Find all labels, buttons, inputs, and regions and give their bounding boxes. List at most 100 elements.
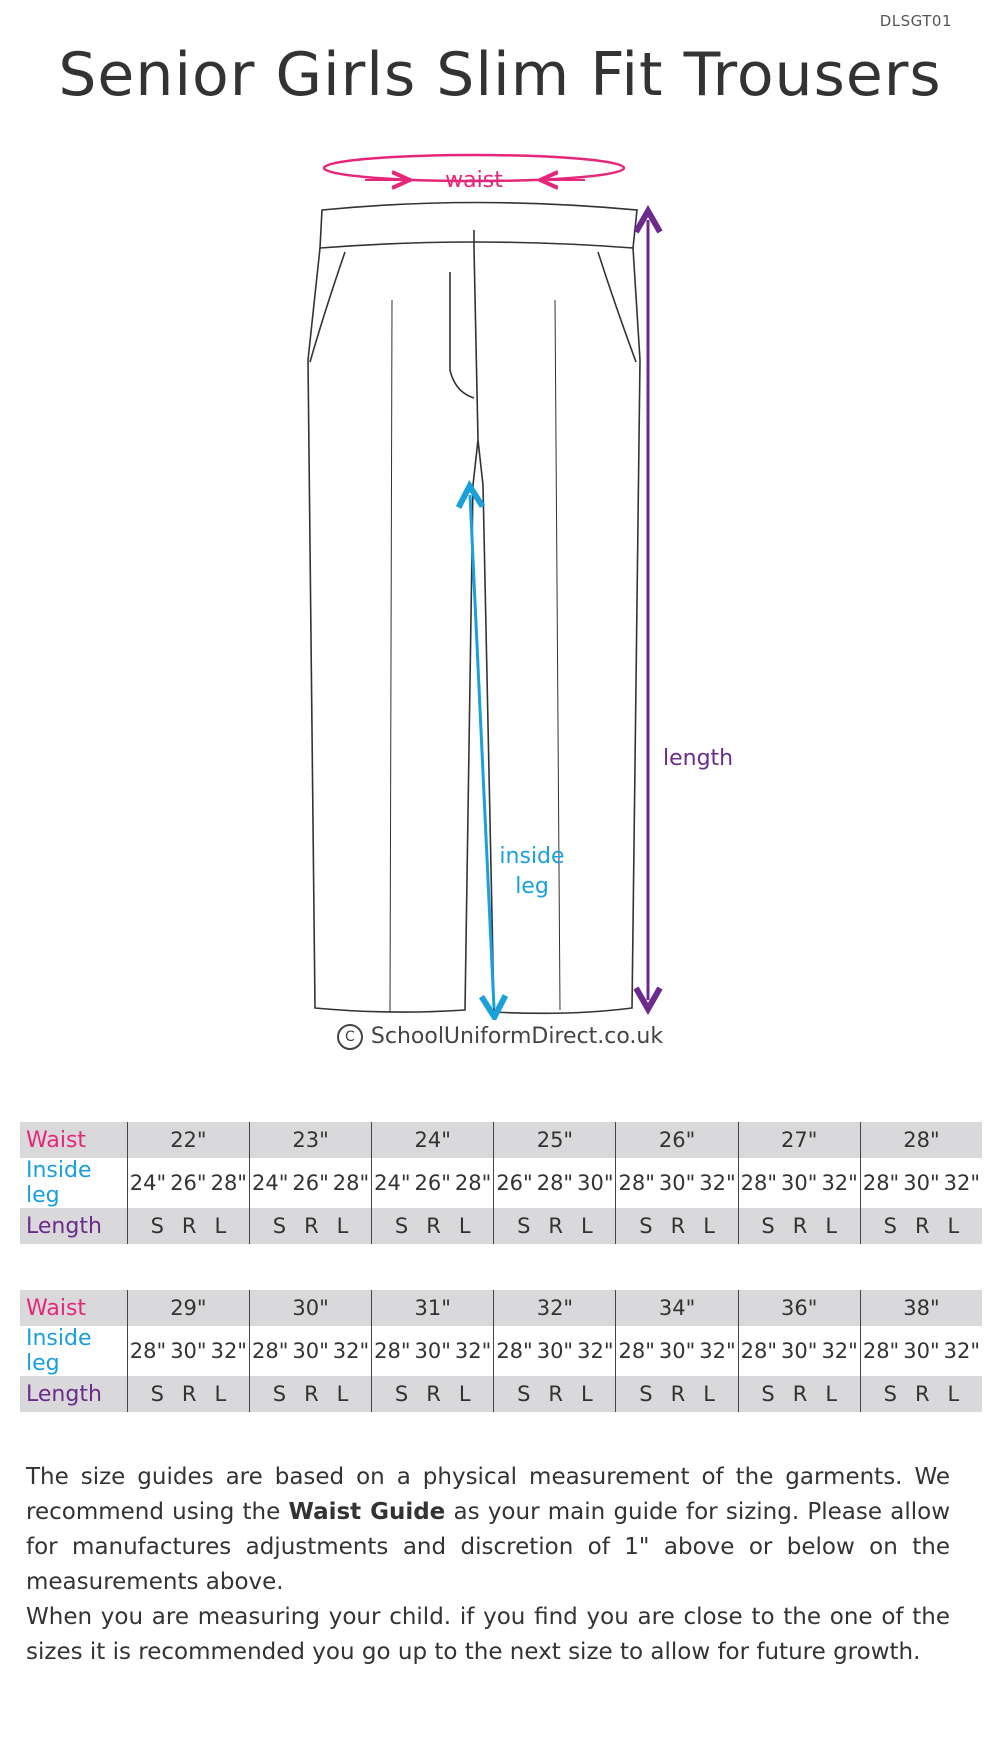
inside-leg-value: 32" bbox=[821, 1339, 858, 1363]
length-value: S bbox=[394, 1214, 409, 1238]
inside-leg-row: Inside leg 24" 26" 28" 24" 26" 28" 24" 26" 28" 26"… bbox=[20, 1158, 982, 1208]
inside-leg-value: 28" bbox=[454, 1171, 492, 1195]
inside-leg-value: 24" bbox=[129, 1171, 167, 1195]
length-value: L bbox=[825, 1382, 838, 1406]
length-value: R bbox=[670, 1214, 686, 1238]
inside-leg-value: 28" bbox=[129, 1339, 167, 1363]
waist-row: Waist 22" 23" 24" 25" 26" 27" 28" bbox=[20, 1122, 982, 1158]
waist-size-cell: 22" bbox=[126, 1122, 250, 1158]
inside-leg-value: 32" bbox=[699, 1339, 736, 1363]
length-value: S bbox=[272, 1214, 287, 1238]
length-value: L bbox=[947, 1382, 960, 1406]
inside-leg-value: 26" bbox=[170, 1171, 207, 1195]
inside-leg-value: 30" bbox=[781, 1171, 818, 1195]
inside-leg-cell: 26" 28" 30" bbox=[493, 1158, 616, 1208]
note-text-1: The size guides are based on a physical … bbox=[26, 1464, 950, 1525]
length-value: L bbox=[703, 1214, 715, 1238]
inside-leg-cell: 24" 26" 28" bbox=[248, 1158, 372, 1208]
waist-row-label: Waist bbox=[20, 1122, 128, 1158]
inside-leg-value: 32" bbox=[332, 1339, 370, 1363]
length-value: S bbox=[150, 1214, 164, 1238]
inside-leg-value: 30" bbox=[781, 1339, 818, 1363]
length-value: L bbox=[214, 1382, 227, 1406]
length-value: S bbox=[761, 1214, 775, 1238]
inside-leg-cell: 28" 30" 32" bbox=[615, 1158, 739, 1208]
inside-leg-value: 26" bbox=[414, 1171, 451, 1195]
inside-leg-value: 26" bbox=[292, 1171, 329, 1195]
inside-leg-value: 28" bbox=[251, 1339, 289, 1363]
inside-leg-value: 28" bbox=[740, 1339, 778, 1363]
length-value: R bbox=[914, 1382, 930, 1406]
waist-size-cell: 25" bbox=[493, 1122, 616, 1158]
length-label: length bbox=[663, 746, 733, 771]
inside-leg-cell: 28" 30" 32" bbox=[737, 1158, 861, 1208]
length-value: S bbox=[272, 1382, 287, 1406]
copyright-text: SchoolUniformDirect.co.uk bbox=[370, 1024, 664, 1049]
inside-leg-value: 30" bbox=[658, 1339, 696, 1363]
length-value: R bbox=[548, 1382, 564, 1406]
inside-leg-value: 32" bbox=[454, 1339, 492, 1363]
inside-leg-value: 30" bbox=[170, 1339, 207, 1363]
length-value: R bbox=[304, 1382, 319, 1406]
inside-leg-value: 26" bbox=[496, 1171, 533, 1195]
length-value: L bbox=[458, 1214, 471, 1238]
inside-leg-value: 24" bbox=[374, 1171, 411, 1195]
length-value: R bbox=[792, 1214, 808, 1238]
inside-leg-value: 32" bbox=[210, 1339, 247, 1363]
length-value: S bbox=[150, 1382, 164, 1406]
inside-leg-value: 28" bbox=[618, 1339, 655, 1363]
note-text-3: When you are measuring your child. if yo… bbox=[26, 1604, 950, 1665]
size-table-2: Waist 29" 30" 31" 32" 34" 36" 38" Inside leg 28" 3… bbox=[20, 1290, 982, 1412]
length-value: S bbox=[883, 1214, 897, 1238]
length-value: R bbox=[792, 1382, 808, 1406]
inside-leg-value: 32" bbox=[943, 1171, 980, 1195]
inside-leg-value: 32" bbox=[577, 1339, 614, 1363]
inside-leg-value: 28" bbox=[862, 1339, 900, 1363]
inside-leg-cell: 28" 30" 32" bbox=[737, 1326, 861, 1376]
inside-leg-cell: 28" 30" 32" bbox=[371, 1326, 494, 1376]
inside-leg-value: 32" bbox=[943, 1339, 980, 1363]
length-value: S bbox=[883, 1382, 897, 1406]
waist-label: waist bbox=[445, 168, 503, 193]
length-value: L bbox=[214, 1214, 227, 1238]
length-value: R bbox=[181, 1382, 197, 1406]
length-value: L bbox=[947, 1214, 960, 1238]
waist-row-label: Waist bbox=[20, 1290, 128, 1326]
waist-guide-emphasis: Waist Guide bbox=[288, 1499, 446, 1525]
waist-row: Waist 29" 30" 31" 32" 34" 36" 38" bbox=[20, 1290, 982, 1326]
size-table-1: Waist 22" 23" 24" 25" 26" 27" 28" Inside leg 24" 2… bbox=[20, 1122, 982, 1244]
length-value: S bbox=[517, 1214, 531, 1238]
length-value: R bbox=[181, 1214, 197, 1238]
length-value: L bbox=[458, 1382, 471, 1406]
waist-size-cell: 30" bbox=[248, 1290, 372, 1326]
inside-leg-indicator: inside leg bbox=[470, 495, 565, 1008]
inside-leg-row-label: Inside leg bbox=[26, 1158, 92, 1208]
inside-leg-row: Inside leg 28" 30" 32" 28" 30" 32" 28" 30" 32" 28"… bbox=[20, 1326, 982, 1376]
waist-size-cell: 32" bbox=[493, 1290, 616, 1326]
length-value: R bbox=[548, 1214, 564, 1238]
length-value: R bbox=[426, 1214, 441, 1238]
inside-leg-cell: 24" 26" 28" bbox=[126, 1158, 250, 1208]
length-value: S bbox=[761, 1382, 775, 1406]
waist-size-cell: 28" bbox=[859, 1122, 982, 1158]
inside-leg-value: 30" bbox=[292, 1339, 329, 1363]
inside-leg-value: 32" bbox=[699, 1171, 736, 1195]
inside-leg-value: 30" bbox=[536, 1339, 574, 1363]
waist-size-cell: 29" bbox=[126, 1290, 250, 1326]
copyright-icon: C bbox=[336, 1024, 363, 1050]
size-guide-note: The size guides are based on a physical … bbox=[26, 1460, 950, 1670]
inside-leg-value: 28" bbox=[536, 1171, 574, 1195]
inside-leg-value: 28" bbox=[496, 1339, 533, 1363]
inside-leg-label-2: leg bbox=[515, 874, 549, 899]
waist-size-cell: 26" bbox=[615, 1122, 739, 1158]
length-row-label: Length bbox=[20, 1376, 128, 1412]
waist-size-cell: 27" bbox=[737, 1122, 861, 1158]
